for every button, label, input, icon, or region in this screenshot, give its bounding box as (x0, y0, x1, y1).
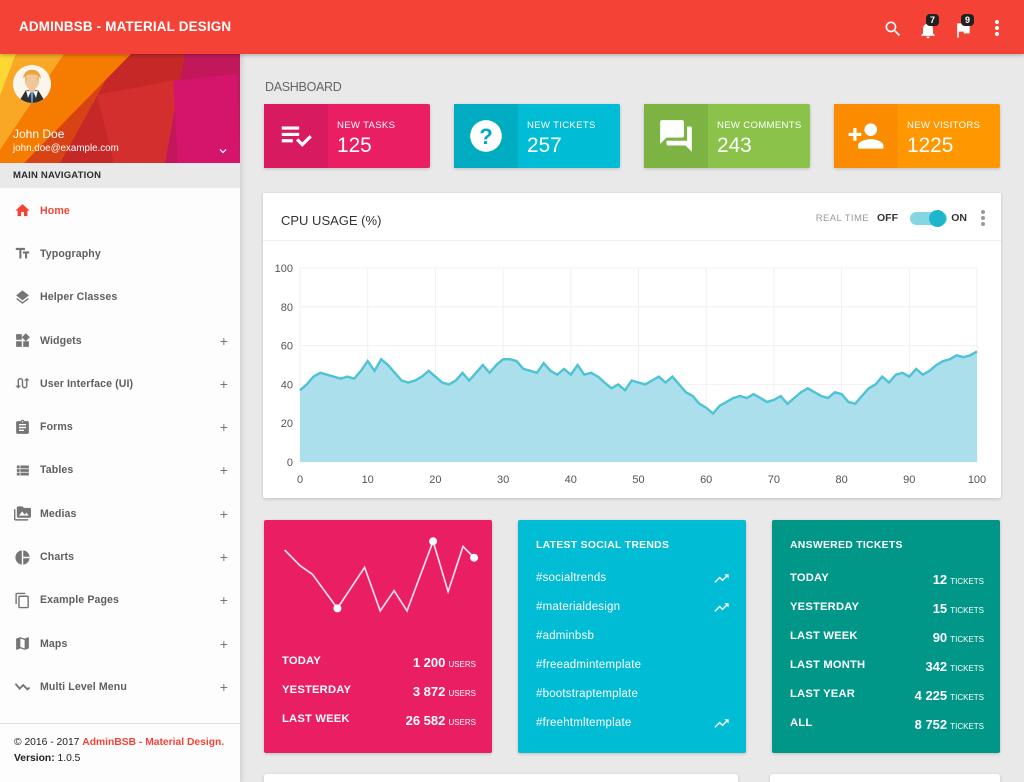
svg-text:90: 90 (903, 474, 915, 486)
svg-text:0: 0 (287, 457, 293, 469)
svg-text:80: 80 (281, 302, 293, 314)
svg-text:80: 80 (835, 474, 847, 486)
svg-text:10: 10 (362, 474, 374, 486)
svg-text:0: 0 (297, 474, 303, 486)
svg-text:30: 30 (497, 474, 509, 486)
svg-text:100: 100 (968, 474, 986, 486)
svg-text:20: 20 (429, 474, 441, 486)
svg-text:?: ? (479, 124, 493, 149)
svg-text:50: 50 (632, 474, 644, 486)
svg-text:100: 100 (275, 263, 293, 275)
svg-text:20: 20 (281, 418, 293, 430)
svg-text:60: 60 (281, 341, 293, 353)
svg-text:70: 70 (768, 474, 780, 486)
svg-text:60: 60 (700, 474, 712, 486)
svg-text:40: 40 (565, 474, 577, 486)
svg-text:40: 40 (281, 379, 293, 391)
